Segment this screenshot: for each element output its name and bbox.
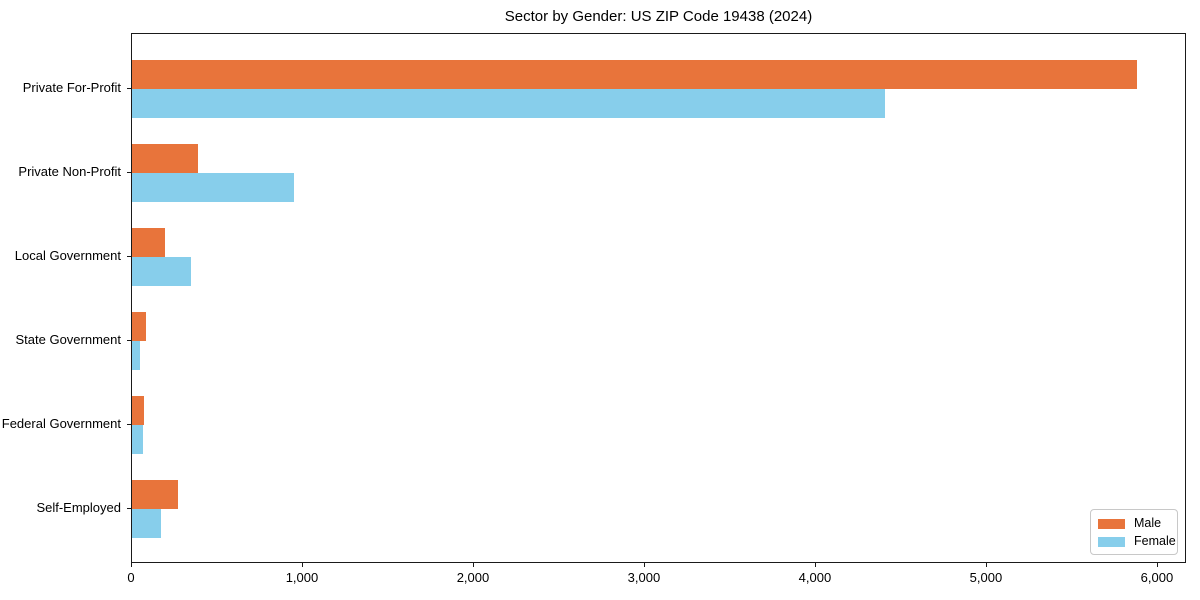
bar-female — [132, 172, 294, 202]
legend-swatch-female — [1098, 536, 1125, 547]
bar-male — [132, 227, 165, 257]
x-axis-tick-label: 3,000 — [627, 570, 661, 585]
legend-item-female: Female — [1098, 534, 1176, 549]
legend-swatch-male — [1098, 518, 1125, 529]
chart-title: Sector by Gender: US ZIP Code 19438 (202… — [504, 8, 813, 25]
y-axis-label: Self-Employed — [36, 500, 121, 516]
y-axis-tick — [127, 508, 131, 510]
bar-male — [132, 143, 198, 173]
bar-female — [132, 341, 140, 371]
bar-male — [132, 59, 1137, 89]
legend-item-male: Male — [1098, 516, 1170, 531]
bar-male — [132, 480, 178, 510]
x-axis-tick-label: 2,000 — [456, 570, 490, 585]
bar-male — [132, 396, 144, 426]
x-axis-tick — [1156, 563, 1158, 567]
y-axis-label: State Government — [15, 332, 122, 348]
y-axis-tick — [127, 171, 131, 173]
x-axis-tick — [814, 563, 816, 567]
x-axis-tick-label: 6,000 — [1140, 570, 1174, 585]
y-axis-label: Local Government — [14, 247, 121, 263]
y-axis-tick — [127, 87, 131, 89]
x-axis-tick — [131, 563, 132, 567]
y-axis-label: Private For-Profit — [22, 79, 121, 95]
y-axis-label: Federal Government — [1, 416, 121, 432]
y-axis-tick — [127, 255, 131, 257]
x-axis-tick-label: 4,000 — [798, 570, 832, 585]
bar-female — [132, 256, 191, 286]
x-axis-tick-label: 0 — [127, 570, 135, 585]
bar-female — [132, 88, 886, 118]
y-axis-tick — [127, 424, 131, 426]
x-axis-tick — [643, 563, 645, 567]
x-axis-tick-label: 5,000 — [969, 570, 1003, 585]
y-axis-label: Private Non-Profit — [18, 163, 121, 179]
plot-area — [131, 33, 1186, 563]
bar-female — [132, 509, 161, 539]
bar-male — [132, 312, 147, 342]
legend-label-male: Male — [1134, 516, 1162, 530]
bar-female — [132, 425, 143, 455]
y-axis-tick — [127, 340, 131, 342]
legend-label-female: Female — [1134, 534, 1176, 548]
x-axis-tick — [985, 563, 987, 567]
x-axis-tick-label: 1,000 — [285, 570, 319, 585]
x-axis-tick — [301, 563, 303, 567]
x-axis-tick — [472, 563, 474, 567]
legend: Male Female — [1090, 509, 1178, 555]
